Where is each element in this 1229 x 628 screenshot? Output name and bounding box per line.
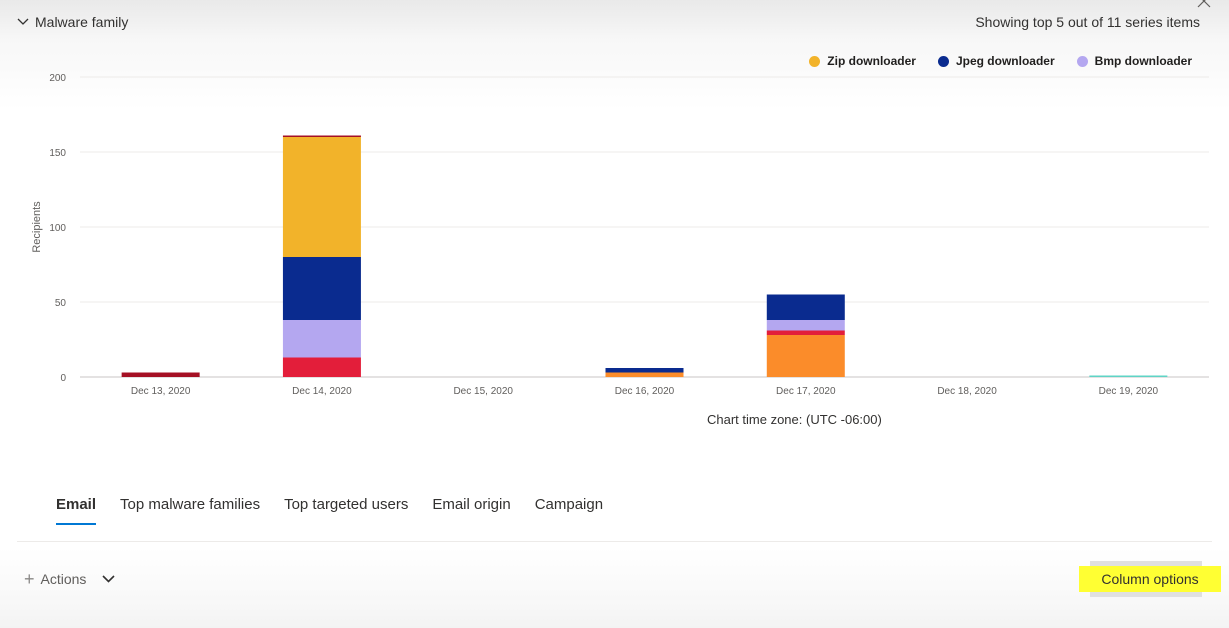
legend-item-bmp[interactable]: Bmp downloader [1076, 54, 1192, 68]
bar-segment [766, 294, 845, 320]
legend-label: Zip downloader [827, 54, 916, 68]
y-tick-label: 200 [49, 73, 66, 84]
bar-segment [766, 330, 845, 335]
column-options-button[interactable]: Column options [1079, 566, 1221, 592]
y-axis-label: Recipients [31, 201, 43, 253]
x-tick-label: Dec 15, 2020 [453, 386, 513, 397]
actions-label: Actions [40, 571, 87, 587]
plus-icon: + [24, 569, 35, 589]
legend-label: Jpeg downloader [955, 54, 1055, 68]
y-tick-label: 0 [60, 373, 66, 384]
tab-email[interactable]: Email [56, 496, 97, 525]
series-info-text: Showing top 5 out of 11 series items [975, 14, 1200, 30]
actions-button[interactable]: + Actions [24, 569, 116, 589]
bar-segment [282, 257, 361, 320]
bar-segment [1089, 375, 1168, 377]
tab-top-malware-families[interactable]: Top malware families [120, 496, 261, 513]
y-tick-label: 50 [55, 298, 67, 309]
tab-bar: Email Top malware families Top targeted … [56, 496, 604, 525]
chevron-down-icon [102, 575, 116, 583]
legend-dot [809, 55, 821, 67]
chevron-down-icon [17, 18, 29, 25]
bar-segment [605, 368, 684, 373]
x-tick-label: Dec 18, 2020 [937, 386, 997, 397]
bar-segment [605, 372, 684, 377]
legend-dot [937, 55, 949, 67]
y-tick-label: 150 [49, 148, 66, 159]
section-title: Malware family [35, 14, 129, 30]
header-background [0, 0, 1229, 130]
chart-legend: Zip downloader Jpeg downloader Bmp downl… [809, 54, 1192, 68]
y-tick-label: 100 [49, 223, 66, 234]
legend-item-jpeg[interactable]: Jpeg downloader [937, 54, 1055, 68]
x-tick-label: Dec 13, 2020 [131, 386, 191, 397]
chart-timezone-label: Chart time zone: (UTC -06:00) [707, 412, 882, 427]
legend-label: Bmp downloader [1094, 54, 1192, 68]
x-tick-label: Dec 17, 2020 [776, 386, 836, 397]
close-icon[interactable] [1197, 0, 1211, 8]
bar-segment [766, 320, 845, 331]
x-tick-label: Dec 16, 2020 [615, 386, 675, 397]
tabs-divider [17, 541, 1212, 542]
bar-segment [282, 357, 361, 377]
bar-segment [121, 372, 200, 377]
tab-campaign[interactable]: Campaign [534, 496, 604, 513]
bar-segment [282, 137, 361, 257]
malware-family-toggle[interactable]: Malware family [17, 12, 128, 32]
legend-dot [1076, 55, 1088, 67]
bar-segment [282, 320, 361, 358]
tab-email-origin[interactable]: Email origin [432, 496, 511, 513]
bar-segment [766, 335, 845, 377]
x-tick-label: Dec 19, 2020 [1099, 386, 1159, 397]
bar-segment [282, 135, 361, 137]
tab-top-targeted-users[interactable]: Top targeted users [284, 496, 409, 513]
x-tick-label: Dec 14, 2020 [292, 386, 352, 397]
legend-item-zip[interactable]: Zip downloader [809, 54, 916, 68]
toolbar-background [0, 548, 1229, 628]
recipients-bar-chart: 0 50 100 150 200 Recipients Dec 13, 2020 Dec 14… [31, 73, 1209, 397]
